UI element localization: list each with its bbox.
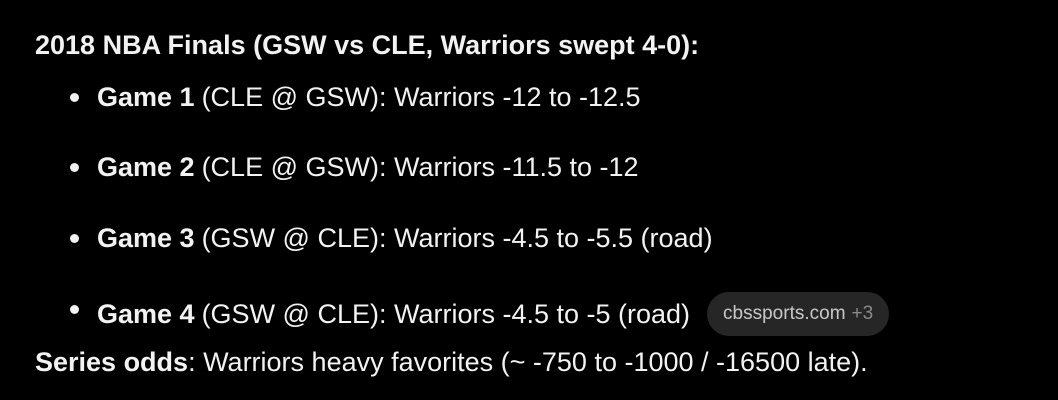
item-label: Game 4 (97, 299, 195, 329)
source-more: +3 (851, 303, 874, 324)
item-text: (CLE @ GSW): Warriors -11.5 to -12 (201, 152, 639, 182)
source-site: cbssports.com (723, 303, 846, 324)
list-item: Game 3 (GSW @ CLE): Warriors -4.5 to -5.5… (97, 221, 713, 255)
bullet (70, 305, 79, 314)
item-text: (GSW @ CLE): Warriors -4.5 to -5 (road) (201, 299, 691, 329)
summary-label: Series odds (35, 347, 189, 377)
item-text: (GSW @ CLE): Warriors -4.5 to -5.5 (road… (201, 223, 713, 253)
source-chip[interactable]: cbssports.com +3 (707, 292, 890, 336)
bullet (70, 234, 79, 243)
item-label: Game 2 (97, 152, 195, 182)
summary-text: : Warriors heavy favorites (~ -750 to -1… (188, 347, 868, 377)
bullet (70, 163, 79, 172)
list-item: Game 4 (GSW @ CLE): Warriors -4.5 to -5 (… (97, 292, 890, 336)
item-label: Game 1 (97, 82, 195, 112)
item-text: (CLE @ GSW): Warriors -12 to -12.5 (201, 82, 641, 112)
list-item: Game 1 (CLE @ GSW): Warriors -12 to -12.5 (97, 80, 641, 114)
summary: Series odds: Warriors heavy favorites (~… (35, 345, 868, 379)
list-item: Game 2 (CLE @ GSW): Warriors -11.5 to -12 (97, 150, 639, 184)
bullet (70, 93, 79, 102)
item-label: Game 3 (97, 223, 195, 253)
heading-text: 2018 NBA Finals (GSW vs CLE, Warriors sw… (35, 30, 700, 60)
heading: 2018 NBA Finals (GSW vs CLE, Warriors sw… (35, 28, 699, 62)
